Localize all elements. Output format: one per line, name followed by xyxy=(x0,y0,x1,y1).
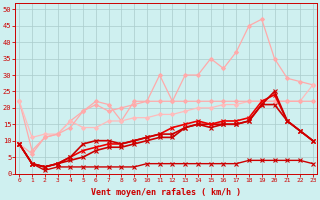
X-axis label: Vent moyen/en rafales ( km/h ): Vent moyen/en rafales ( km/h ) xyxy=(91,188,241,197)
